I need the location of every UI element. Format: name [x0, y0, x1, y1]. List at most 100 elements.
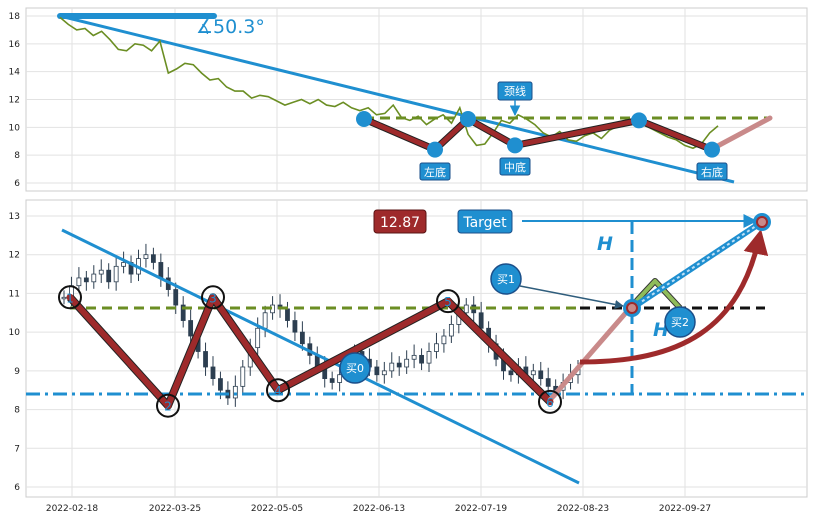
top-y-tick: 12 [9, 96, 20, 106]
x-tick: 2022-03-25 [149, 504, 201, 514]
candle-body [106, 269, 112, 283]
candle-body [262, 312, 268, 329]
candle-body [188, 320, 194, 337]
candle-body [411, 354, 417, 360]
top-pattern-point [631, 112, 647, 129]
bottom-y-tick: 13 [9, 212, 20, 222]
candle-body [173, 289, 179, 306]
buy0-label: 买0 [346, 362, 364, 375]
buy2-label: 买2 [671, 316, 689, 329]
x-tick: 2022-02-18 [46, 504, 99, 514]
candle-body [218, 378, 223, 391]
breakout-point-core [626, 302, 638, 314]
left-bottom-box [419, 162, 451, 181]
top-pattern-point [460, 111, 476, 127]
candle-body [545, 378, 551, 387]
bottom-y-tick: 6 [14, 483, 20, 493]
candle-body [299, 331, 305, 345]
candle-body [121, 262, 126, 267]
candle-body [374, 366, 380, 376]
angle-label: ∡50.3° [196, 16, 265, 38]
height-label-upper: H [597, 233, 613, 255]
bottom-y-tick: 9 [14, 367, 20, 377]
buy2-marker [664, 306, 696, 338]
buy0-marker [339, 352, 371, 384]
pattern-point-label: 3 [209, 291, 217, 305]
target-label: Target [462, 215, 507, 231]
pattern-point-label: 5 [444, 295, 452, 309]
top-pattern-point [427, 141, 443, 158]
candle-body [255, 327, 261, 349]
candle-body [396, 362, 402, 368]
candle-body [478, 312, 484, 329]
candle-body [337, 374, 343, 383]
price-box [373, 209, 427, 234]
candle-body [463, 304, 469, 314]
target-point-core [756, 216, 768, 228]
x-tick: 2022-05-05 [251, 504, 303, 514]
top-y-tick: 16 [9, 40, 21, 50]
pattern-point-dot [66, 293, 74, 301]
pattern-point-ring [58, 285, 82, 310]
top-price-line [59, 16, 719, 150]
buy1-arrow [519, 285, 624, 309]
top-trend-line [59, 14, 735, 184]
candle-body [389, 362, 395, 372]
candle-body [232, 385, 238, 399]
candle-body [419, 354, 424, 364]
top-pattern-points [356, 111, 720, 158]
pattern-point-dot [444, 297, 452, 305]
top-pattern-zigzag-inner [363, 116, 713, 153]
right-bottom-label: 右底 [701, 165, 723, 179]
top-pattern-point [704, 141, 720, 158]
candle-body [285, 308, 290, 321]
pattern-point-ring [156, 393, 180, 418]
pattern-point-ring [436, 289, 460, 314]
top-pattern-point [356, 111, 372, 127]
bottom-y-tick: 10 [9, 328, 21, 338]
candle-body [508, 370, 514, 376]
candle-body [329, 378, 335, 383]
candle-body [210, 366, 216, 380]
pattern-point-label: 6 [546, 396, 554, 410]
x-tick: 2022-07-19 [455, 504, 508, 514]
bottom-trend-line [61, 228, 580, 485]
candle-body [441, 335, 447, 345]
candle-body [404, 358, 410, 368]
neckline-callout-text: 颈线 [504, 84, 526, 98]
candle-body [98, 269, 104, 275]
top-y-tick: 14 [9, 68, 21, 78]
pattern-point-label: 2 [164, 400, 172, 414]
price-label: 12.87 [380, 215, 420, 231]
x-tick: 2022-06-13 [353, 504, 405, 514]
candle-body [113, 265, 119, 283]
pullback-path-inner [628, 279, 682, 310]
bottom-y-tick: 12 [9, 251, 20, 261]
target-projection-line-inner [631, 221, 763, 309]
bottom-y-tick: 8 [14, 406, 20, 416]
buy1-marker [490, 263, 522, 295]
bottom-pattern-zigzag-inner [67, 294, 553, 409]
top-y-tick: 8 [14, 151, 20, 161]
candle-body [448, 323, 454, 337]
pattern-point-dot [209, 293, 217, 301]
middle-bottom-box [499, 157, 531, 176]
bottom-y-tick: 11 [9, 289, 20, 299]
candle-body [158, 262, 164, 279]
candle-body [180, 304, 186, 321]
top-y-tick: 10 [9, 123, 21, 133]
numbered-points: 1 2 3 4 5 6 [58, 285, 562, 418]
candle-body [83, 277, 89, 283]
right-bottom-box [696, 162, 728, 181]
target-box [457, 209, 513, 234]
top-y-tick: 6 [14, 179, 20, 189]
candle-body [150, 254, 156, 263]
candle-body [381, 370, 387, 376]
breakout-segment [547, 305, 633, 403]
x-tick: 2022-09-27 [659, 504, 711, 514]
candle-body [538, 370, 544, 380]
candle-body [203, 351, 208, 368]
pattern-point-label: 4 [274, 384, 282, 398]
buy1-label: 买1 [497, 273, 515, 286]
